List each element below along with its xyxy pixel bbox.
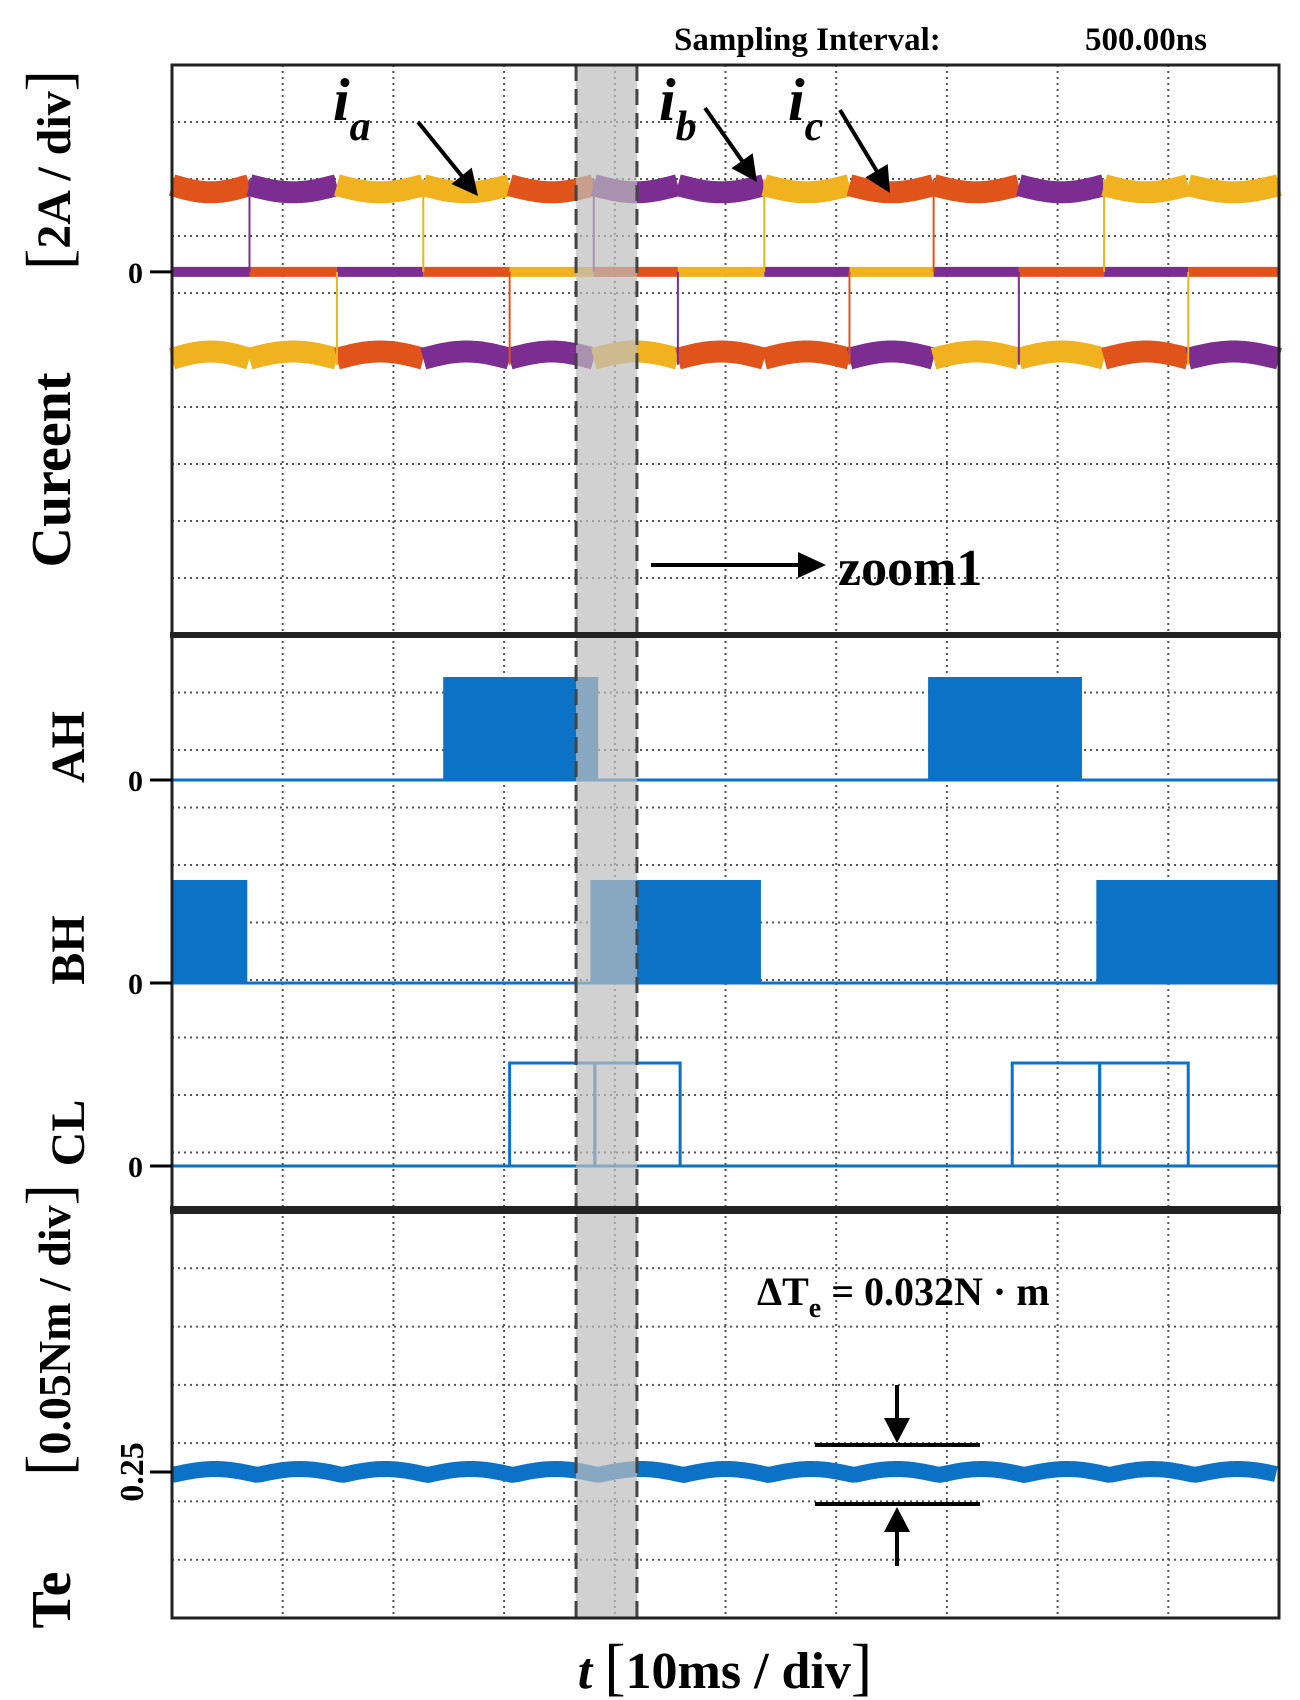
current-trace-negative-segment bbox=[764, 352, 849, 359]
current-trace-positive-segment bbox=[678, 185, 764, 192]
current-trace-negative-segment bbox=[678, 352, 764, 359]
current-trace-positive-segment bbox=[172, 185, 250, 192]
current-trace-positive-segment bbox=[934, 185, 1019, 192]
torque-axis-title: Te bbox=[21, 1571, 83, 1628]
current-trace-negative-segment bbox=[1188, 352, 1279, 359]
cl-zero-label: 0 bbox=[128, 1151, 143, 1184]
current-trace-positive-segment bbox=[850, 185, 934, 192]
current-trace-positive-segment bbox=[1188, 185, 1279, 192]
cl-signal-label: CL bbox=[42, 1100, 95, 1167]
ripple-arrow-down-head bbox=[884, 1418, 910, 1443]
zoom-arrow-head bbox=[798, 552, 826, 578]
torque-axis-unit: [0.05Nm / div] bbox=[13, 1184, 84, 1476]
current-trace-positive-segment bbox=[250, 185, 337, 192]
grid-lines bbox=[172, 65, 1279, 1618]
current-trace-negative-segment bbox=[250, 352, 337, 359]
series-arrow-ic bbox=[840, 110, 883, 181]
torque-trace bbox=[172, 1469, 1276, 1475]
ah-high-pulse bbox=[928, 677, 1082, 780]
current-trace-negative-segment bbox=[850, 352, 934, 359]
current-axis-title: Cureent bbox=[21, 372, 83, 567]
current-trace-positive-segment bbox=[1019, 185, 1104, 192]
oscilloscope-figure: Sampling Interval: 500.00ns 0 AH 0 BH 0 CL 0 0.… bbox=[0, 0, 1300, 1700]
series-label-ib: ib bbox=[659, 67, 697, 150]
panel-divider-1 bbox=[170, 632, 1281, 638]
current-trace-negative-segment bbox=[934, 352, 1019, 359]
annotation-layer: 0 AH 0 BH 0 CL 0 0.25 ΔTe = 0.032N · m ia ib ic zoom… bbox=[42, 67, 1050, 1566]
ah-signal-label: AH bbox=[42, 711, 95, 783]
current-trace-positive-segment bbox=[337, 185, 423, 192]
bh-high-pulse bbox=[1096, 880, 1279, 983]
torque-ref-label: 0.25 bbox=[114, 1442, 151, 1502]
ripple-arrow-up-head bbox=[884, 1507, 910, 1532]
current-trace-negative-segment bbox=[1019, 352, 1104, 359]
current-trace-positive-segment bbox=[1104, 185, 1188, 192]
series-label-ia: ia bbox=[333, 67, 371, 150]
series-label-ic: ic bbox=[788, 67, 824, 150]
current-trace-negative-segment bbox=[172, 352, 250, 359]
current-zero-label: 0 bbox=[128, 257, 143, 290]
bh-high-pulse bbox=[172, 880, 247, 983]
zoom-label: zoom1 bbox=[838, 540, 982, 597]
current-trace-positive-segment bbox=[764, 185, 849, 192]
cl-high-pulse bbox=[1012, 1063, 1099, 1166]
current-axis-unit: [2A / div] bbox=[13, 70, 84, 270]
series-arrowhead-ib bbox=[731, 153, 757, 182]
panel-divider-2 bbox=[170, 1206, 1281, 1214]
series-arrow-ia bbox=[418, 122, 469, 185]
current-trace-negative-segment bbox=[1104, 352, 1188, 359]
current-trace-negative-segment bbox=[337, 352, 423, 359]
bh-signal-label: BH bbox=[42, 915, 95, 984]
zoom-window-shade bbox=[576, 65, 637, 1618]
ah-zero-label: 0 bbox=[128, 765, 143, 798]
time-axis-label: t [10ms / div] bbox=[578, 1631, 872, 1700]
sampling-interval-value: 500.00ns bbox=[1085, 22, 1207, 58]
sampling-interval-label: Sampling Interval: bbox=[674, 22, 941, 58]
bh-zero-label: 0 bbox=[128, 968, 143, 1001]
zoom-window-layer bbox=[576, 65, 637, 1618]
current-trace-negative-segment bbox=[423, 352, 509, 359]
ripple-annotation: ΔTe = 0.032N · m bbox=[757, 1269, 1050, 1324]
cl-high-pulse bbox=[1100, 1063, 1189, 1166]
